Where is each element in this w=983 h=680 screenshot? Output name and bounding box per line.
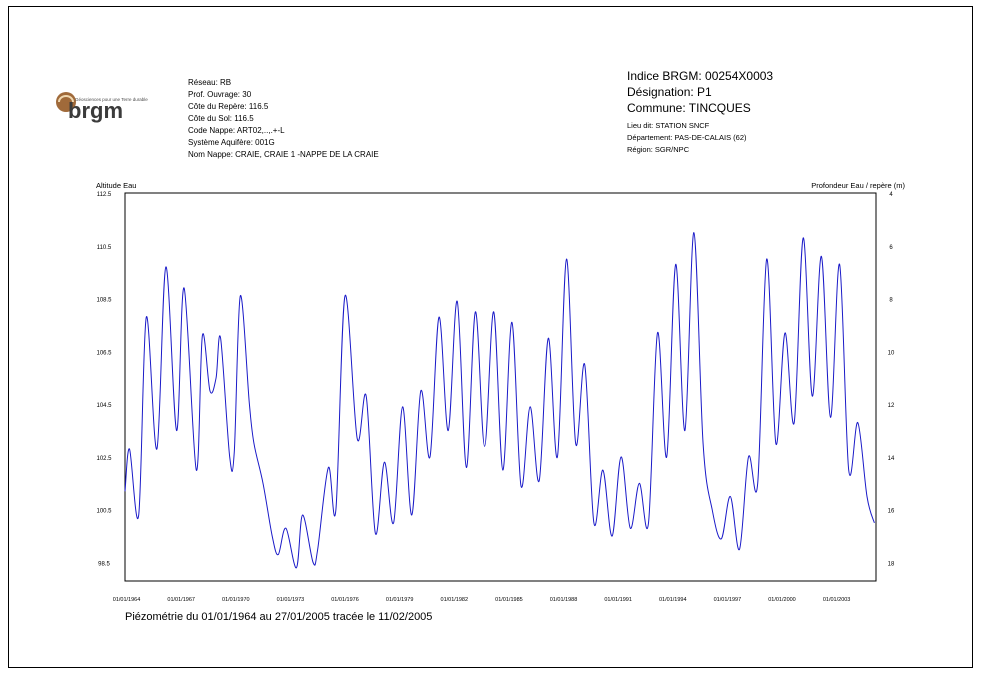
- y2-tick-label: 8: [889, 298, 893, 304]
- logo-wordmark: brgm: [68, 98, 123, 123]
- x-tick-label: 01/01/1973: [277, 597, 305, 603]
- y-tick-label: 110.5: [97, 245, 112, 251]
- y-axis-label: Altitude Eau: [96, 181, 136, 190]
- x-tick-label: 01/01/2003: [823, 597, 851, 603]
- lieu-dit: Lieu dit: STATION SNCF: [627, 121, 710, 130]
- page-frame: [8, 6, 973, 668]
- y-tick-label: 102.5: [96, 456, 112, 462]
- prof-ouvrage: Prof. Ouvrage: 30: [188, 90, 252, 99]
- brgm-logo-icon: [56, 92, 76, 112]
- y-tick-label: 98.5: [98, 562, 110, 568]
- series-line: [124, 232, 875, 569]
- indice-brgm: Indice BRGM: 00254X0003: [627, 69, 774, 83]
- y2-axis-label: Profondeur Eau / repère (m): [811, 181, 905, 190]
- designation: Désignation: P1: [627, 85, 712, 99]
- x-tick-label: 01/01/1979: [386, 597, 414, 603]
- x-tick-label: 01/01/1964: [113, 597, 141, 603]
- y-tick-label: 104.5: [96, 403, 112, 409]
- y-tick-label: 112.5: [97, 192, 112, 198]
- y2-tick-label: 12: [888, 403, 895, 409]
- departement: Département: PAS-DE-CALAIS (62): [627, 133, 747, 142]
- systeme-aquifere: Système Aquifère: 001G: [188, 138, 275, 147]
- x-tick-label: 01/01/2000: [768, 597, 796, 603]
- y2-tick-label: 14: [888, 456, 895, 462]
- region: Région: SGR/NPC: [627, 145, 690, 154]
- x-tick-label: 01/01/1982: [441, 597, 469, 603]
- chart-caption: Piézométrie du 01/01/1964 au 27/01/2005 …: [125, 611, 433, 623]
- code-nappe: Code Nappe: ART02,..,.+-L: [188, 126, 285, 135]
- y2-tick-label: 6: [889, 245, 893, 251]
- x-tick-label: 01/01/1997: [714, 597, 742, 603]
- cote-repere: Côte du Repère: 116.5: [188, 102, 269, 111]
- x-tick-label: 01/01/1976: [331, 597, 359, 603]
- y-tick-label: 108.5: [96, 298, 112, 304]
- cote-sol: Côte du Sol: 116.5: [188, 114, 254, 123]
- x-tick-label: 01/01/1967: [167, 597, 195, 603]
- y2-tick-label: 16: [888, 509, 895, 515]
- y2-tick-label: 10: [888, 350, 895, 356]
- reseau: Réseau: RB: [188, 78, 232, 87]
- x-tick-label: 01/01/1988: [550, 597, 578, 603]
- logo-tagline: Géosciences pour une Terre durable: [75, 97, 148, 102]
- commune: Commune: TINCQUES: [627, 101, 751, 115]
- x-tick-label: 01/01/1994: [659, 597, 687, 603]
- y-tick-label: 100.5: [96, 509, 112, 515]
- brgm-logo: [52, 88, 172, 128]
- y2-tick-label: 18: [888, 562, 895, 568]
- nom-nappe: Nom Nappe: CRAIE, CRAIE 1 -NAPPE DE LA C…: [188, 150, 379, 159]
- y-tick-label: 106.5: [96, 350, 112, 356]
- x-tick-label: 01/01/1970: [222, 597, 250, 603]
- x-tick-label: 01/01/1991: [604, 597, 632, 603]
- y2-tick-label: 4: [889, 192, 893, 198]
- plot-area: [124, 192, 877, 582]
- x-tick-label: 01/01/1985: [495, 597, 523, 603]
